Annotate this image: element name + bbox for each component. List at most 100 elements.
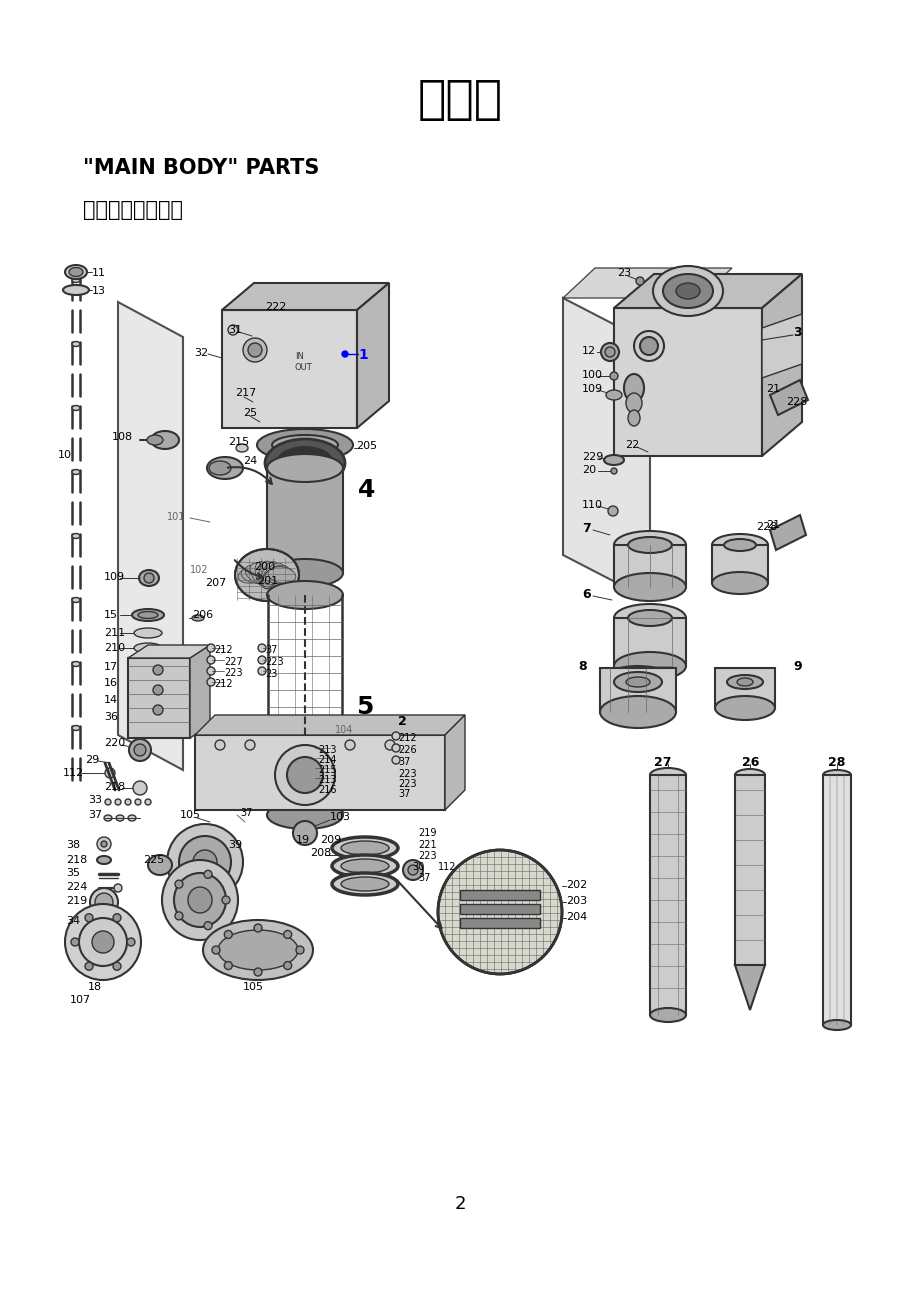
Circle shape	[640, 337, 657, 355]
Ellipse shape	[209, 461, 231, 475]
Text: 21: 21	[766, 519, 779, 530]
Text: 8: 8	[577, 660, 586, 673]
Circle shape	[153, 665, 163, 674]
Bar	[734, 775, 765, 965]
Circle shape	[207, 678, 215, 686]
Circle shape	[610, 467, 617, 474]
Circle shape	[296, 947, 303, 954]
Ellipse shape	[341, 841, 389, 855]
Circle shape	[391, 756, 400, 764]
Ellipse shape	[714, 697, 774, 720]
Circle shape	[144, 573, 153, 583]
Text: 28: 28	[827, 756, 845, 769]
Ellipse shape	[604, 454, 623, 465]
Circle shape	[342, 352, 347, 357]
Text: 226: 226	[398, 745, 416, 755]
Bar	[267, 467, 343, 573]
Bar	[711, 546, 767, 583]
Bar	[823, 775, 850, 1025]
Ellipse shape	[72, 661, 80, 667]
Text: 23: 23	[265, 669, 277, 680]
Circle shape	[283, 931, 291, 939]
Text: 214: 214	[318, 755, 336, 766]
Ellipse shape	[267, 559, 343, 587]
Text: 110: 110	[582, 500, 602, 510]
Ellipse shape	[187, 887, 211, 913]
Ellipse shape	[72, 341, 80, 346]
Ellipse shape	[675, 283, 699, 299]
Circle shape	[105, 799, 111, 805]
Text: 224: 224	[66, 881, 87, 892]
Ellipse shape	[179, 836, 231, 888]
Text: 16: 16	[104, 678, 118, 687]
Text: OUT: OUT	[295, 363, 312, 372]
Ellipse shape	[599, 667, 675, 698]
Ellipse shape	[437, 850, 562, 974]
Circle shape	[221, 896, 230, 904]
Circle shape	[605, 348, 614, 357]
Circle shape	[204, 870, 211, 879]
Ellipse shape	[613, 531, 686, 559]
Text: 223: 223	[398, 769, 416, 779]
Ellipse shape	[341, 878, 389, 891]
Ellipse shape	[92, 931, 114, 953]
Circle shape	[175, 880, 183, 888]
Ellipse shape	[134, 628, 162, 638]
Circle shape	[153, 685, 163, 695]
Ellipse shape	[148, 855, 172, 875]
Text: 12: 12	[582, 346, 596, 355]
Ellipse shape	[265, 439, 345, 487]
Text: 105: 105	[180, 810, 200, 820]
Circle shape	[101, 841, 107, 848]
Circle shape	[85, 962, 93, 970]
Ellipse shape	[65, 904, 141, 980]
Ellipse shape	[250, 562, 272, 587]
Text: 107: 107	[70, 995, 91, 1005]
Ellipse shape	[650, 768, 686, 783]
Circle shape	[127, 937, 135, 947]
Text: 112: 112	[62, 768, 84, 779]
Ellipse shape	[613, 672, 662, 691]
Circle shape	[125, 799, 130, 805]
Ellipse shape	[613, 573, 686, 602]
Ellipse shape	[650, 1008, 686, 1022]
Text: 200: 200	[254, 562, 275, 572]
Ellipse shape	[267, 801, 343, 829]
Ellipse shape	[332, 874, 398, 894]
Circle shape	[287, 756, 323, 793]
Circle shape	[115, 799, 121, 805]
Text: 228: 228	[785, 397, 807, 408]
Ellipse shape	[262, 562, 284, 587]
Ellipse shape	[203, 921, 312, 980]
Text: 223: 223	[223, 668, 243, 678]
Polygon shape	[118, 302, 183, 769]
Circle shape	[248, 342, 262, 357]
Ellipse shape	[711, 534, 767, 556]
Ellipse shape	[823, 769, 850, 780]
Polygon shape	[613, 309, 761, 456]
Text: 26: 26	[742, 756, 758, 769]
Text: "MAIN BODY" PARTS: "MAIN BODY" PARTS	[83, 158, 319, 178]
Circle shape	[254, 924, 262, 932]
Circle shape	[609, 372, 618, 380]
Text: 201: 201	[256, 575, 278, 586]
Text: 32: 32	[194, 348, 208, 358]
Ellipse shape	[285, 439, 324, 450]
Text: 14: 14	[104, 695, 118, 704]
Ellipse shape	[823, 1019, 850, 1030]
Text: 33: 33	[88, 796, 102, 805]
Ellipse shape	[72, 277, 80, 283]
Ellipse shape	[332, 837, 398, 859]
Text: 225: 225	[142, 855, 165, 865]
Text: 212: 212	[214, 680, 233, 689]
Circle shape	[215, 740, 225, 750]
Text: 6: 6	[582, 589, 590, 602]
Text: 101: 101	[167, 512, 185, 522]
Text: 103: 103	[330, 812, 351, 822]
Ellipse shape	[238, 566, 266, 583]
Ellipse shape	[341, 859, 389, 874]
Ellipse shape	[599, 697, 675, 728]
Polygon shape	[128, 658, 190, 738]
Ellipse shape	[261, 561, 278, 589]
Polygon shape	[769, 380, 807, 415]
